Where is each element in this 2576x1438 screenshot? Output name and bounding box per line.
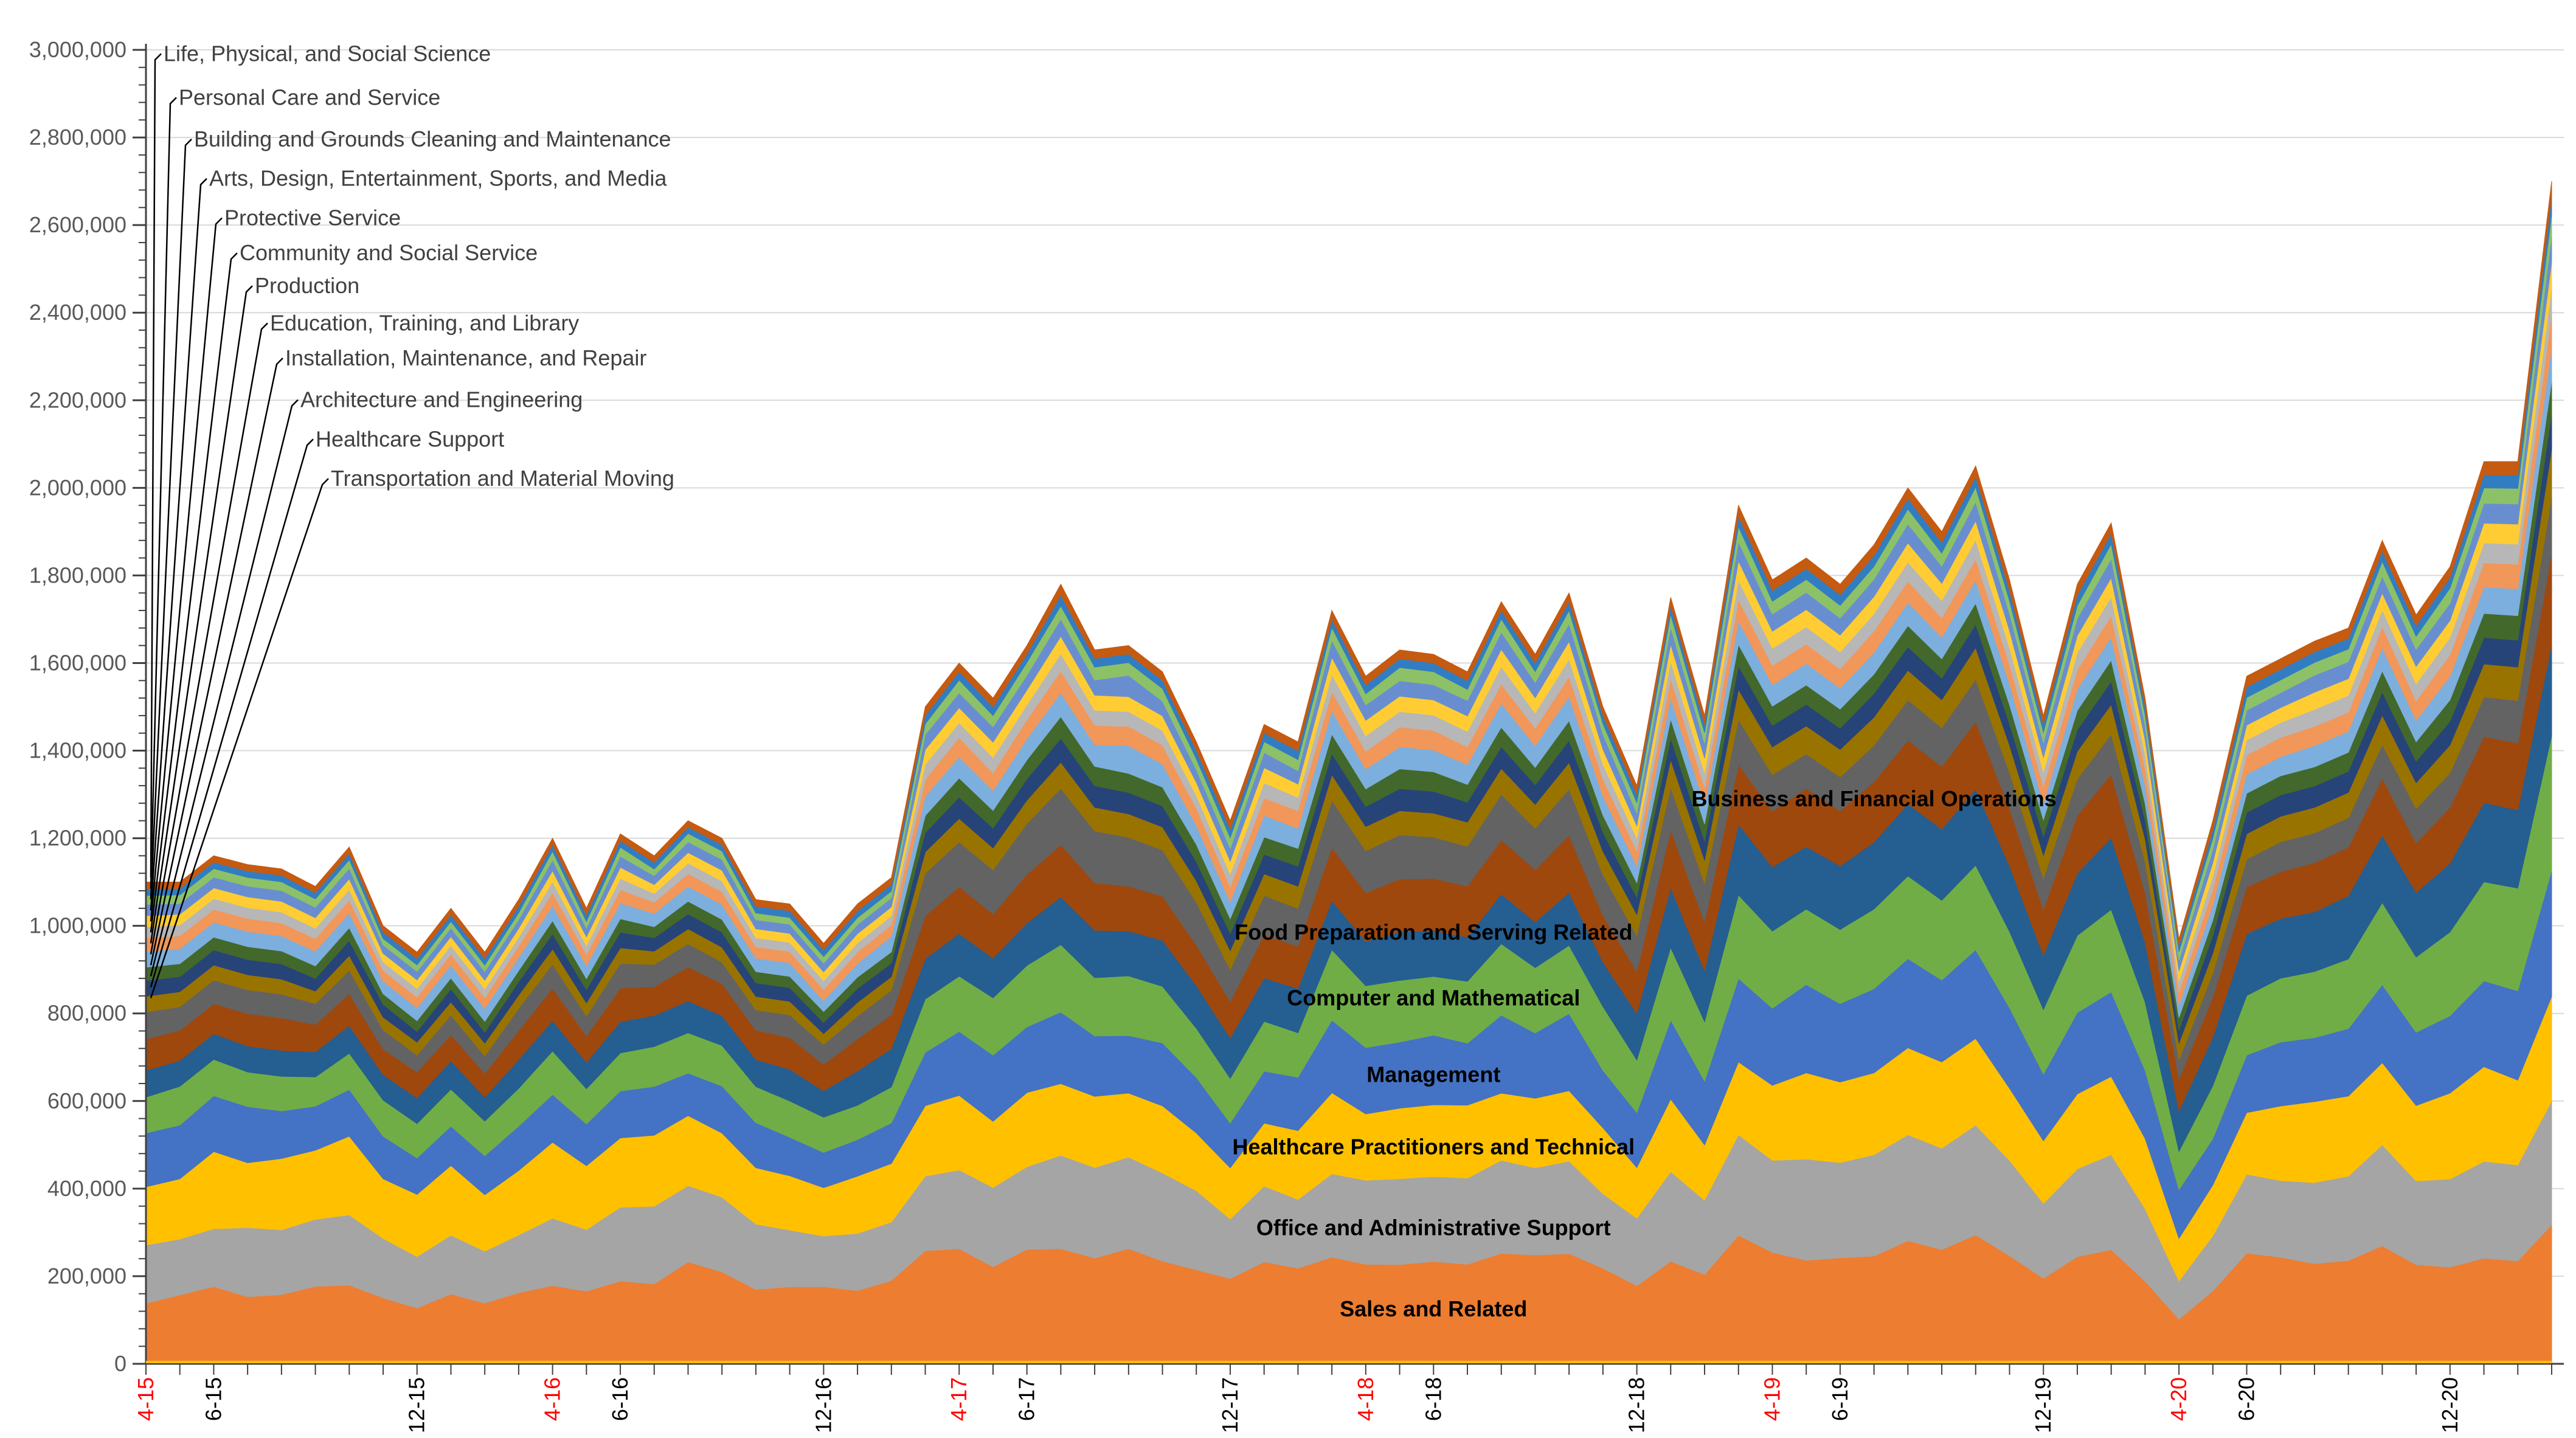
- callout-label: Architecture and Engineering: [300, 387, 583, 412]
- y-tick-label: 1,200,000: [29, 826, 126, 851]
- x-tick-label: 6-18: [1421, 1377, 1446, 1421]
- y-tick-label: 1,600,000: [29, 650, 126, 675]
- y-tick-label: 2,600,000: [29, 212, 126, 237]
- y-tick-label: 1,800,000: [29, 562, 126, 587]
- y-tick-label: 3,000,000: [29, 37, 126, 62]
- y-tick-label: 1,000,000: [29, 913, 126, 938]
- x-tick-label: 6-16: [608, 1377, 632, 1421]
- y-tick-label: 2,200,000: [29, 387, 126, 412]
- y-tick-label: 1,400,000: [29, 738, 126, 763]
- callout-label: Arts, Design, Entertainment, Sports, and…: [209, 166, 667, 191]
- callout-label: Production: [255, 273, 359, 298]
- x-tick-label: 4-20: [2166, 1377, 2191, 1421]
- callout-label: Education, Training, and Library: [270, 310, 579, 335]
- callout-leader-line: [150, 178, 207, 911]
- y-tick-label: 2,400,000: [29, 300, 126, 325]
- callout-leader-line: [150, 478, 329, 998]
- callout-label: Community and Social Service: [240, 240, 538, 265]
- x-tick-label: 6-20: [2234, 1377, 2259, 1421]
- inline-label-food-preparation-and-serving-related: Food Preparation and Serving Related: [1234, 919, 1632, 944]
- inline-label-healthcare-practitioners-and-technical: Healthcare Practitioners and Technical: [1233, 1134, 1635, 1159]
- x-tick-label: 12-19: [2031, 1377, 2055, 1433]
- x-tick-label: 4-17: [946, 1377, 971, 1421]
- callout-leader-line: [150, 358, 283, 966]
- callout-label: Personal Care and Service: [179, 85, 440, 109]
- x-tick-label: 12-17: [1217, 1377, 1242, 1433]
- y-axis-ticks: 0 200,000 400,000 600,000 800,000 1,000,000 1,…: [29, 37, 146, 1376]
- x-tick-label: 12-20: [2437, 1377, 2462, 1433]
- inline-label-business-and-financial-operations: Business and Financial Operations: [1692, 786, 2057, 811]
- inline-label-sales-and-related: Sales and Related: [1340, 1296, 1527, 1321]
- callout-leader-line: [150, 322, 268, 955]
- x-tick-label: 4-18: [1353, 1377, 1378, 1421]
- callout-leader-line: [150, 285, 253, 944]
- y-tick-label: 200,000: [47, 1263, 126, 1288]
- x-axis-ticks: 4-15 6-15 12-15 4-16 6-16 12-16 4-17 6-17 12-17 4…: [133, 1364, 2552, 1433]
- x-tick-label: 4-16: [540, 1377, 565, 1421]
- callout-leader-line: [150, 53, 162, 878]
- callout-label: Transportation and Material Moving: [331, 466, 674, 491]
- x-tick-label: 4-19: [1759, 1377, 1784, 1421]
- callout-leader-line: [150, 399, 299, 977]
- y-tick-label: 0: [114, 1351, 126, 1376]
- callout-leader-line: [150, 217, 223, 922]
- callout-leader-line: [150, 252, 238, 933]
- area-life-physical-and-social-science: [145, 181, 2552, 959]
- x-tick-label: 12-18: [1624, 1377, 1649, 1433]
- inline-label-computer-and-mathematical: Computer and Mathematical: [1287, 986, 1580, 1011]
- callout-leader-line: [150, 438, 314, 987]
- callout-leader-line: [150, 138, 192, 900]
- x-tick-label: 12-15: [404, 1377, 429, 1433]
- callout-labels: Life, Physical, and Social Science Person…: [150, 41, 674, 998]
- inline-series-labels: Business and Financial Operations Food Pr…: [1233, 786, 2057, 1321]
- callout-label: Healthcare Support: [316, 426, 504, 451]
- x-tick-label: 12-16: [811, 1377, 836, 1433]
- y-tick-label: 600,000: [47, 1088, 126, 1113]
- x-tick-label: 6-19: [1827, 1377, 1852, 1421]
- axes: [145, 44, 2564, 1365]
- y-tick-label: 2,000,000: [29, 475, 126, 500]
- area-series-group: [145, 181, 2552, 1364]
- callout-label: Protective Service: [224, 206, 401, 230]
- callout-label: Building and Grounds Cleaning and Mainte…: [194, 126, 671, 151]
- inline-label-management: Management: [1366, 1062, 1500, 1087]
- x-tick-label: 4-15: [133, 1377, 158, 1421]
- x-tick-label: 6-17: [1014, 1377, 1039, 1421]
- y-tick-label: 800,000: [47, 1001, 126, 1026]
- y-tick-label: 2,800,000: [29, 125, 126, 150]
- callout-leader-line: [150, 97, 177, 889]
- inline-label-office-and-administrative-support: Office and Administrative Support: [1256, 1215, 1611, 1240]
- x-tick-label: 6-15: [201, 1377, 226, 1421]
- callout-label: Installation, Maintenance, and Repair: [285, 345, 646, 370]
- y-tick-label: 400,000: [47, 1176, 126, 1201]
- callout-label: Life, Physical, and Social Science: [164, 41, 491, 66]
